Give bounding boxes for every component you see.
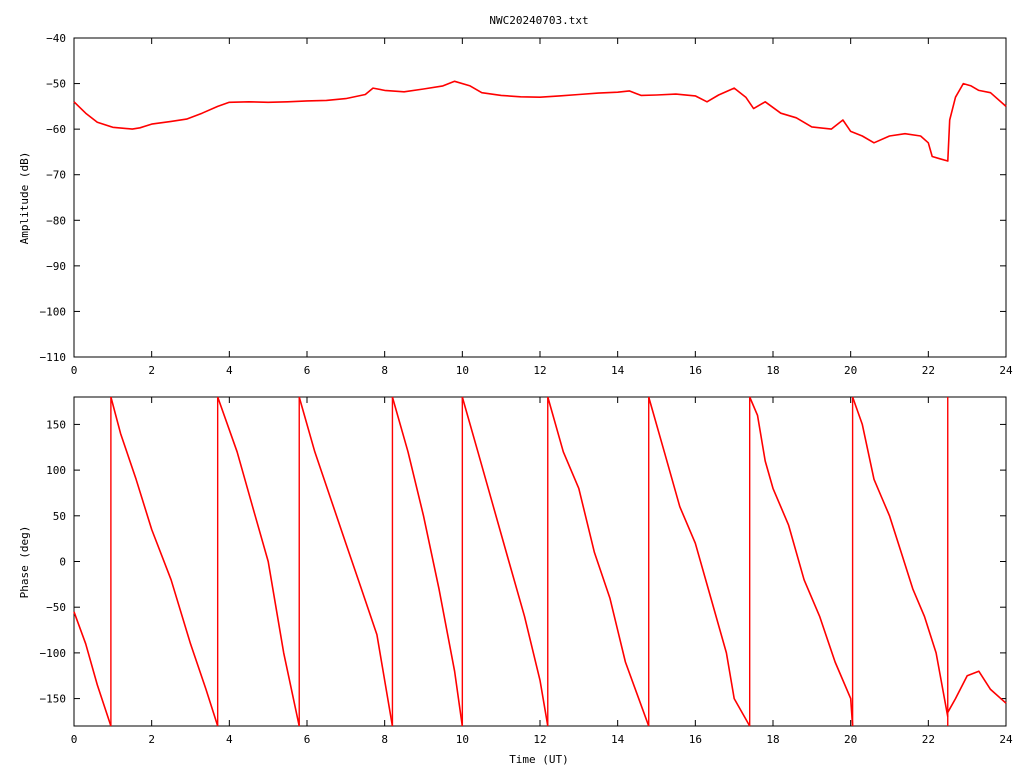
amplitude-x-tick-label: 2 bbox=[148, 364, 155, 377]
phase-x-tick-label: 10 bbox=[456, 733, 469, 746]
amplitude-x-tick-label: 12 bbox=[533, 364, 546, 377]
amplitude-y-tick-label: −110 bbox=[40, 351, 67, 364]
phase-series-line bbox=[298, 396, 394, 727]
phase-x-tick-label: 14 bbox=[611, 733, 625, 746]
phase-series-line bbox=[391, 396, 464, 727]
phase-y-tick-label: −50 bbox=[46, 601, 66, 614]
amplitude-plot-frame bbox=[73, 37, 1007, 358]
phase-x-tick-label: 22 bbox=[922, 733, 935, 746]
phase-series-line bbox=[216, 396, 300, 727]
amplitude-x-tick-label: 6 bbox=[304, 364, 311, 377]
amplitude-x-tick-label: 14 bbox=[611, 364, 625, 377]
amplitude-series-line bbox=[73, 80, 1007, 162]
chart-title: NWC20240703.txt bbox=[489, 14, 588, 27]
phase-series-line bbox=[461, 396, 549, 727]
amplitude-x-tick-label: 20 bbox=[844, 364, 857, 377]
phase-x-tick-label: 8 bbox=[381, 733, 388, 746]
amplitude-y-tick-label: −70 bbox=[46, 169, 66, 182]
phase-x-tick-label: 0 bbox=[71, 733, 78, 746]
amplitude-y-tick-label: −80 bbox=[46, 214, 66, 227]
phase-series-line bbox=[748, 396, 854, 727]
phase-ticks: 0 2 4 6 8 10 12 14 16 18 20 22 24−150−100−5005010015… bbox=[40, 397, 1013, 746]
amplitude-y-tick-label: −60 bbox=[46, 123, 66, 136]
phase-x-tick-label: 4 bbox=[226, 733, 233, 746]
phase-y-tick-label: −150 bbox=[40, 693, 67, 706]
phase-series-line bbox=[947, 670, 1007, 713]
phase-y-tick-label: 150 bbox=[46, 418, 66, 431]
phase-y-tick-label: −100 bbox=[40, 647, 67, 660]
amplitude-x-tick-label: 18 bbox=[766, 364, 779, 377]
phase-series bbox=[73, 396, 1007, 727]
phase-y-tick-label: 100 bbox=[46, 464, 66, 477]
phase-x-tick-label: 2 bbox=[148, 733, 155, 746]
amplitude-x-tick-label: 10 bbox=[456, 364, 469, 377]
amplitude-x-tick-label: 0 bbox=[71, 364, 78, 377]
phase-y-axis-label: Phase (deg) bbox=[18, 526, 31, 599]
phase-x-axis-label: Time (UT) bbox=[509, 753, 569, 766]
amplitude-panel: Amplitude (dB) 0 2 4 6 8 10 12 14 16 18 20 22 24−110… bbox=[18, 32, 1013, 377]
amplitude-y-tick-label: −40 bbox=[46, 32, 66, 45]
phase-y-tick-label: 50 bbox=[53, 510, 66, 523]
amplitude-y-tick-label: −50 bbox=[46, 78, 66, 91]
amplitude-x-tick-label: 22 bbox=[922, 364, 935, 377]
amplitude-y-tick-label: −100 bbox=[40, 305, 67, 318]
phase-series-line bbox=[647, 396, 751, 727]
amplitude-y-axis-label: Amplitude (dB) bbox=[18, 152, 31, 245]
amplitude-y-tick-label: −90 bbox=[46, 260, 66, 273]
phase-panel: Phase (deg) Time (UT) 0 2 4 6 8 10 12 14 16 18 20 2… bbox=[18, 396, 1013, 766]
phase-x-tick-label: 24 bbox=[999, 733, 1013, 746]
amplitude-x-tick-label: 24 bbox=[999, 364, 1013, 377]
amplitude-x-tick-label: 4 bbox=[226, 364, 233, 377]
phase-series-line bbox=[110, 396, 219, 727]
phase-x-tick-label: 16 bbox=[689, 733, 702, 746]
phase-x-tick-label: 20 bbox=[844, 733, 857, 746]
phase-y-tick-label: 0 bbox=[59, 556, 66, 569]
phase-series-line bbox=[547, 396, 650, 727]
phase-series-line bbox=[73, 611, 112, 727]
amplitude-ticks: 0 2 4 6 8 10 12 14 16 18 20 22 24−110−100−90−80−70−6… bbox=[40, 32, 1013, 377]
phase-series-line bbox=[851, 396, 949, 718]
phase-x-tick-label: 18 bbox=[766, 733, 779, 746]
amplitude-series bbox=[73, 80, 1007, 162]
phase-x-tick-label: 6 bbox=[304, 733, 311, 746]
amplitude-x-tick-label: 16 bbox=[689, 364, 702, 377]
amplitude-x-tick-label: 8 bbox=[381, 364, 388, 377]
phase-x-tick-label: 12 bbox=[533, 733, 546, 746]
